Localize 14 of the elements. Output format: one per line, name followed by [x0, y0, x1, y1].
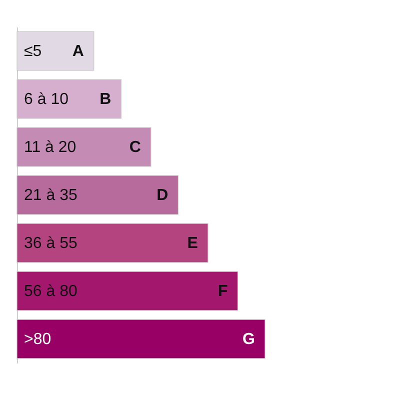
- annotation: F: [218, 283, 228, 300]
- y-tick-label: 6 à 10: [24, 91, 69, 108]
- y-tick-label: >80: [24, 331, 52, 348]
- annotation: B: [100, 91, 112, 108]
- annotation: E: [187, 235, 198, 252]
- y-tick-label: 11 à 20: [24, 139, 76, 156]
- y-tick-label: ≤5: [24, 43, 42, 60]
- annotation: C: [129, 139, 142, 156]
- annotation: A: [72, 43, 84, 60]
- y-tick-label: 21 à 35: [24, 187, 78, 204]
- annotation: G: [242, 331, 255, 348]
- y-tick-label: 36 à 55: [24, 235, 78, 252]
- annotation: D: [156, 187, 168, 204]
- y-tick-label: 56 à 80: [24, 283, 78, 300]
